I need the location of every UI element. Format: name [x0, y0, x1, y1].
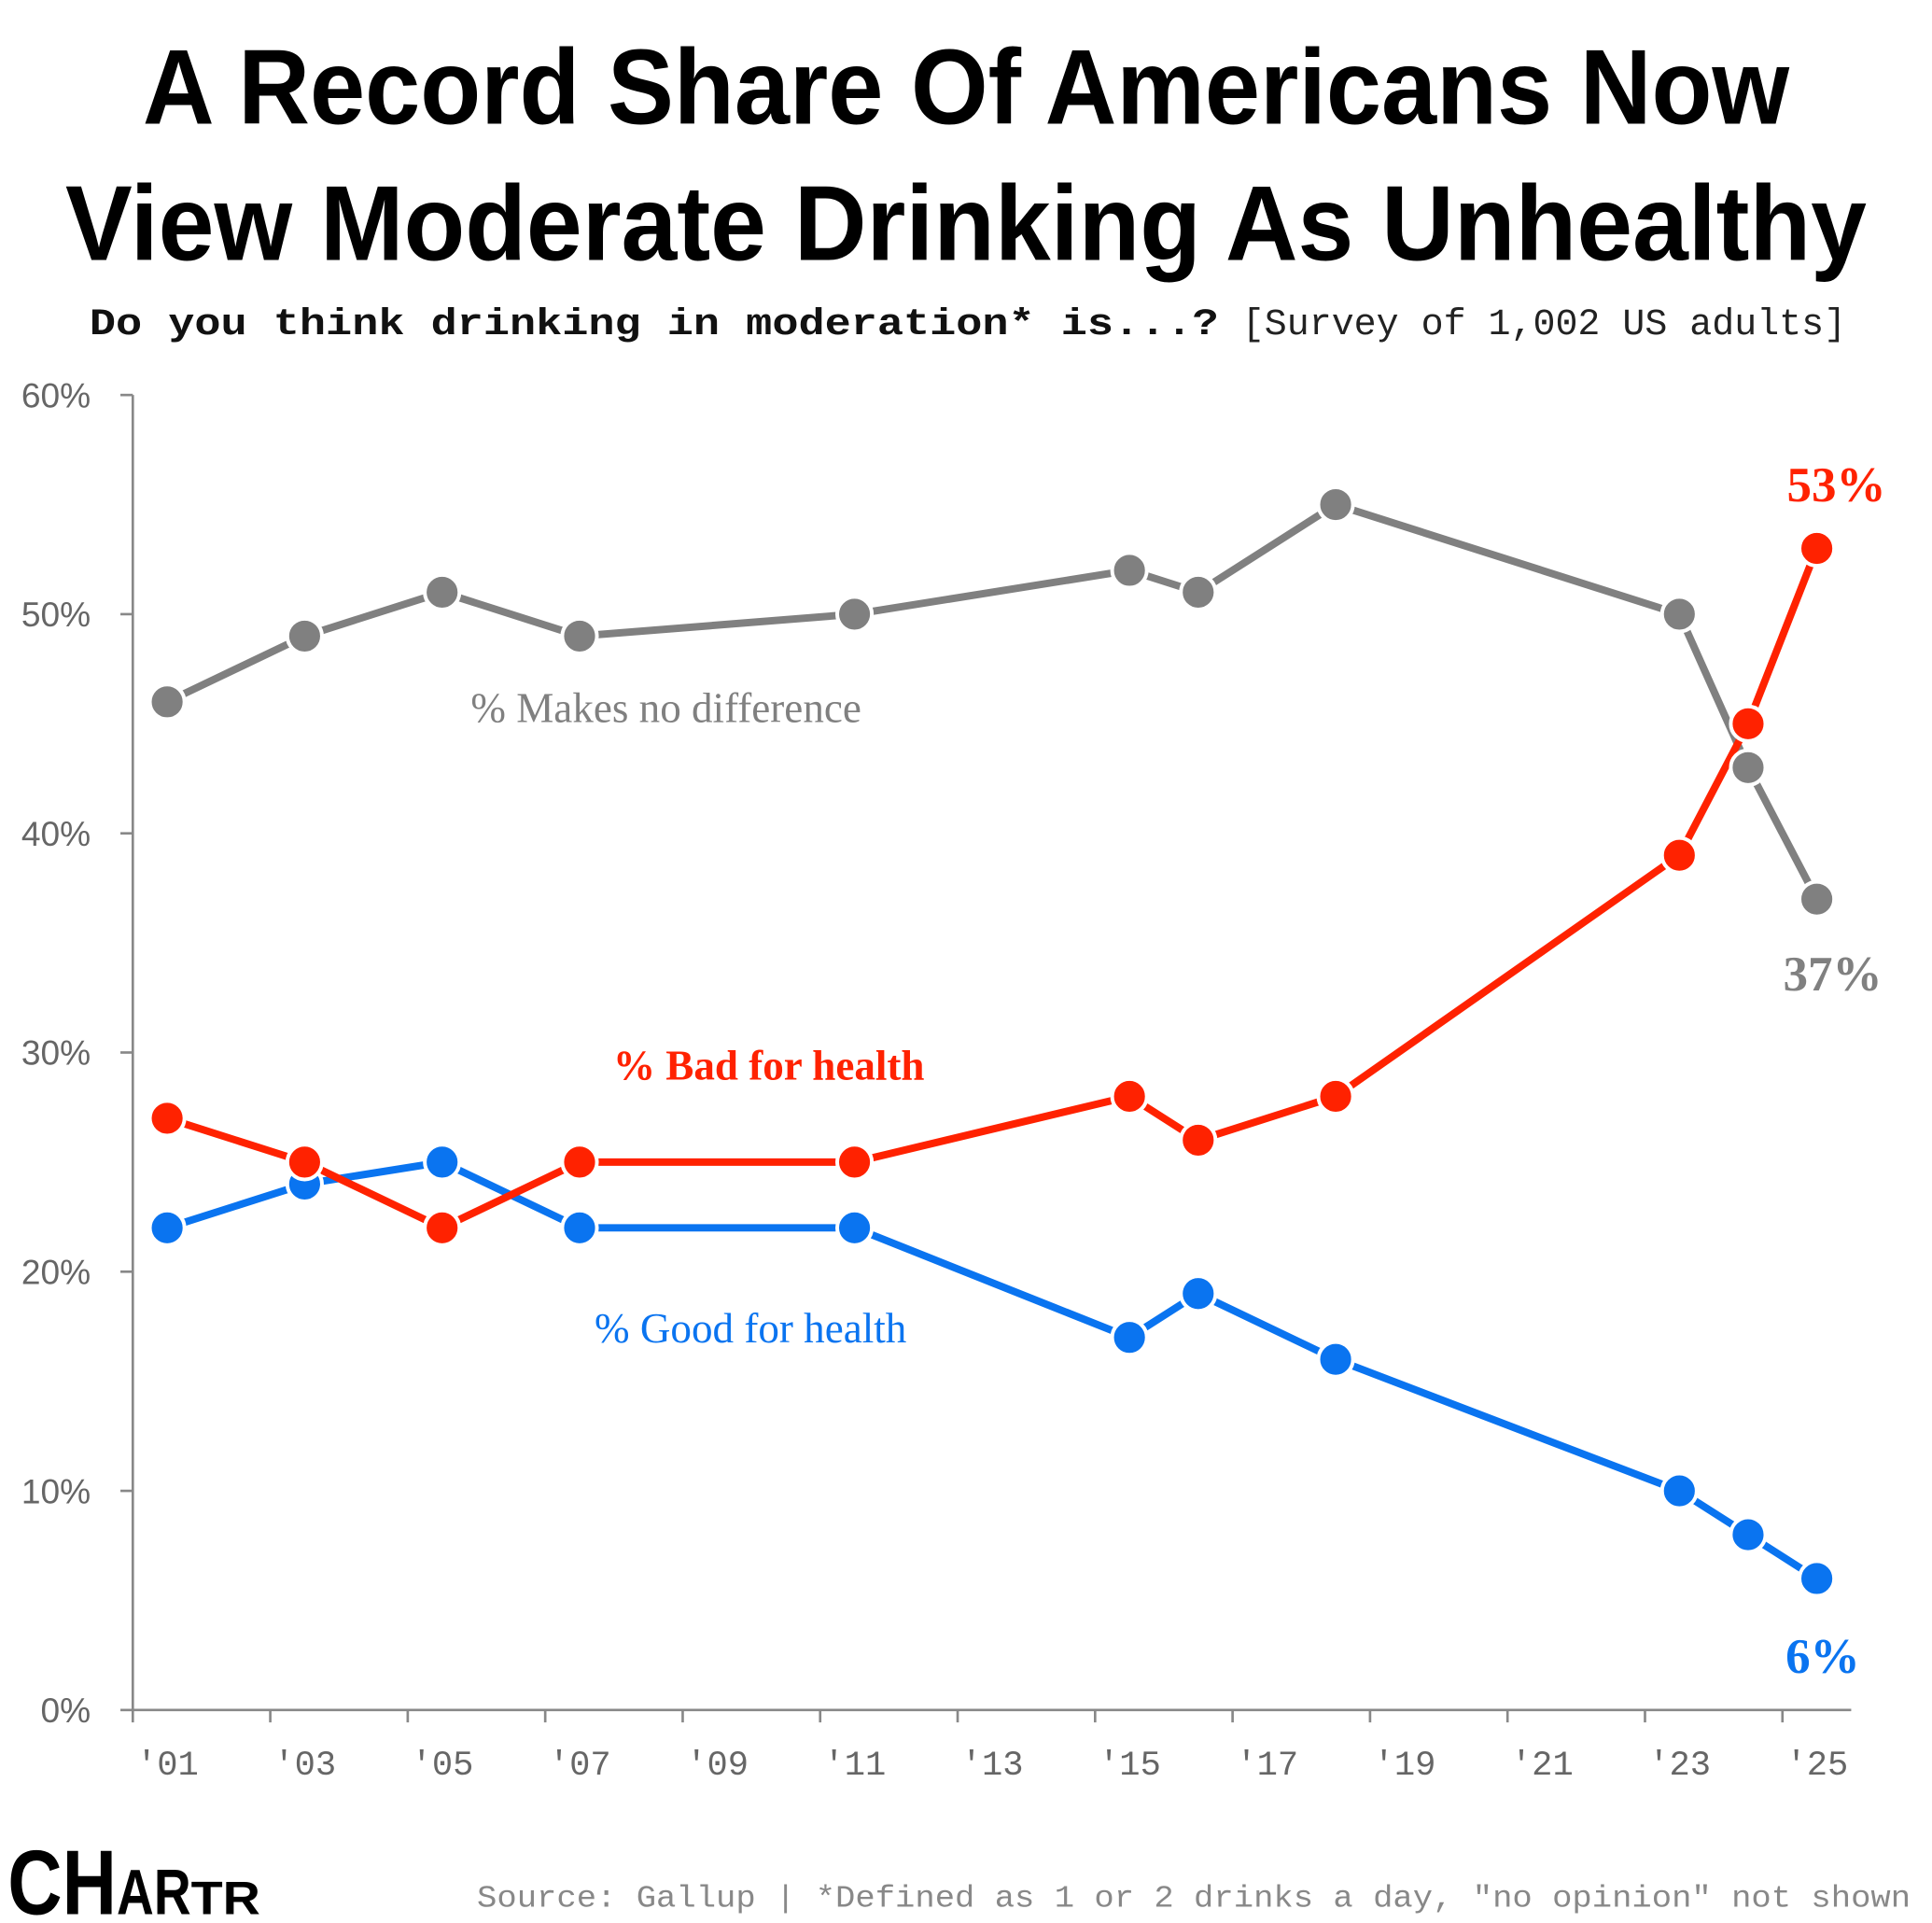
x-tick-label: '19 [1374, 1747, 1436, 1786]
svg-text:TR: TR [191, 1872, 260, 1923]
end-label-no-difference: 37% [1783, 947, 1882, 1002]
x-tick-label: '07 [549, 1747, 611, 1786]
data-point-good-for-health [1798, 1559, 1837, 1598]
data-point-good-for-health [423, 1143, 462, 1182]
data-point-no-difference [285, 616, 324, 655]
y-tick-label: 20% [21, 1253, 91, 1292]
source-note: Source: Gallup | *Defined as 1 or 2 drin… [477, 1881, 1911, 1916]
x-tick-label: '11 [823, 1747, 886, 1786]
y-tick-label: 0% [41, 1691, 91, 1730]
data-point-bad-for-health [1798, 528, 1837, 568]
data-point-no-difference [1659, 595, 1699, 634]
series-lines [165, 500, 1821, 1582]
y-tick-label: 60% [21, 375, 91, 414]
data-point-bad-for-health [1659, 835, 1699, 875]
x-tick-label: '05 [412, 1747, 474, 1786]
series-line-no-difference [165, 500, 1821, 901]
x-tick-label: '17 [1236, 1747, 1298, 1786]
data-point-bad-for-health [1179, 1120, 1218, 1159]
y-tick-label: 40% [21, 814, 91, 853]
data-point-no-difference [1798, 879, 1837, 919]
series-label-bad: % Bad for health [613, 1043, 925, 1089]
data-point-bad-for-health [147, 1099, 187, 1138]
title-line-2: View Moderate Drinking As Unhealthy [65, 165, 1867, 284]
series-line-bad-for-health [165, 547, 1821, 1232]
axes: 0% 10% 20% 30% 40% 50% 60% '01 '03 '05 '07 '09 '11 '1… [21, 375, 1852, 1786]
data-point-bad-for-health [1729, 704, 1768, 743]
data-point-good-for-health [1729, 1515, 1768, 1554]
svg-text:AR: AR [117, 1857, 191, 1923]
subtitle-note: [Survey of 1,002 US adults] [1242, 303, 1846, 345]
data-point-no-difference [835, 595, 875, 634]
data-point-good-for-health [1179, 1274, 1218, 1313]
data-point-bad-for-health [835, 1143, 875, 1182]
x-tick-label: '03 [273, 1747, 336, 1786]
end-label-good: 6% [1785, 1630, 1860, 1684]
data-point-good-for-health [1316, 1340, 1355, 1379]
y-tick-label: 30% [21, 1033, 91, 1073]
data-point-good-for-health [147, 1208, 187, 1247]
series-points [147, 484, 1837, 1598]
x-tick-label: '13 [961, 1747, 1024, 1786]
x-tick-label: '25 [1785, 1747, 1848, 1786]
x-tick-label: '09 [686, 1747, 749, 1786]
series-line-good-for-health [165, 1158, 1819, 1582]
data-point-bad-for-health [1316, 1076, 1355, 1116]
data-point-no-difference [1729, 748, 1768, 787]
data-point-no-difference [1179, 572, 1218, 612]
title-line-1: A Record Share Of Americans Now [143, 29, 1789, 147]
x-tick-label: '23 [1648, 1747, 1711, 1786]
chartr-logo: CH AR TR [7, 1832, 260, 1923]
data-point-bad-for-health [285, 1143, 324, 1182]
svg-text:CH: CH [7, 1832, 117, 1923]
data-point-bad-for-health [423, 1208, 462, 1247]
y-tick-label: 50% [21, 595, 91, 634]
data-point-good-for-health [1110, 1318, 1149, 1357]
subtitle-question: Do you think drinking in moderation* is.… [90, 303, 1219, 345]
x-tick-label: '21 [1511, 1747, 1574, 1786]
x-tick-label: '01 [136, 1747, 199, 1786]
series-label-no-difference: % Makes no difference [470, 684, 861, 731]
x-tick-label: '15 [1099, 1747, 1161, 1786]
data-point-good-for-health [835, 1208, 875, 1247]
data-point-good-for-health [560, 1208, 599, 1247]
data-point-no-difference [1110, 551, 1149, 590]
data-point-no-difference [423, 572, 462, 612]
data-point-no-difference [1316, 484, 1355, 525]
data-point-no-difference [560, 616, 599, 655]
data-point-bad-for-health [560, 1143, 599, 1182]
series-label-good: % Good for health [595, 1305, 906, 1352]
data-point-bad-for-health [1110, 1076, 1149, 1116]
y-tick-label: 10% [21, 1471, 91, 1510]
data-point-good-for-health [1659, 1471, 1699, 1510]
end-label-bad: 53% [1786, 458, 1885, 512]
data-point-no-difference [147, 682, 187, 722]
